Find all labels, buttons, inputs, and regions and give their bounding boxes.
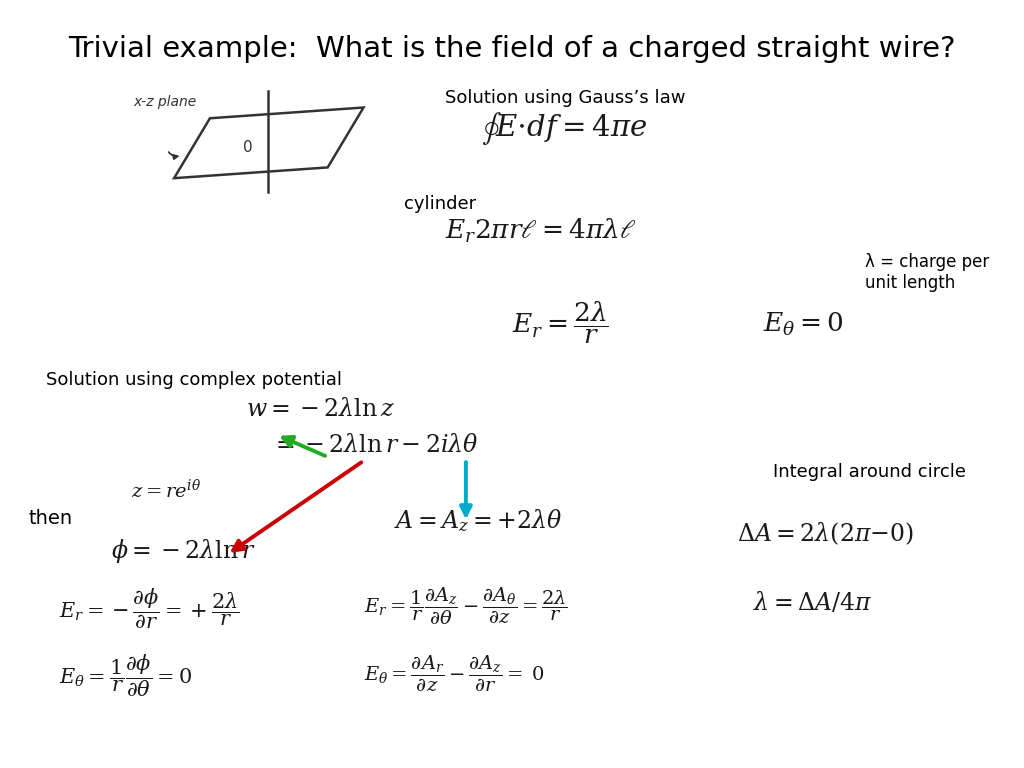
Text: $z = re^{i\theta}$: $z = re^{i\theta}$: [131, 478, 202, 502]
Text: $\phi = -2\lambda\ln r$: $\phi = -2\lambda\ln r$: [111, 537, 255, 564]
Text: cylinder: cylinder: [404, 194, 476, 213]
Text: λ = charge per
unit length: λ = charge per unit length: [865, 253, 989, 292]
Text: $E_\theta = \dfrac{\partial A_r}{\partial z} - \dfrac{\partial A_z}{\partial r} : $E_\theta = \dfrac{\partial A_r}{\partia…: [364, 654, 544, 694]
Text: $w = -2\lambda\ln z$: $w = -2\lambda\ln z$: [246, 396, 394, 421]
Text: Trivial example:  What is the field of a charged straight wire?: Trivial example: What is the field of a …: [69, 35, 955, 62]
Text: $E_r = -\dfrac{\partial\phi}{\partial r} = +\dfrac{2\lambda}{r}$: $E_r = -\dfrac{\partial\phi}{\partial r}…: [59, 586, 241, 631]
Text: 0: 0: [243, 140, 253, 155]
Text: $E_r 2\pi r\ell = 4\pi\lambda\ell$: $E_r 2\pi r\ell = 4\pi\lambda\ell$: [445, 217, 637, 244]
Text: $A = A_z = {+}2\lambda\theta$: $A = A_z = {+}2\lambda\theta$: [394, 507, 562, 535]
Text: Solution using complex potential: Solution using complex potential: [46, 371, 342, 389]
Text: $E_\theta = \dfrac{1}{r}\dfrac{\partial\phi}{\partial\theta} {=} 0$: $E_\theta = \dfrac{1}{r}\dfrac{\partial\…: [59, 653, 193, 699]
Text: Integral around circle: Integral around circle: [773, 463, 966, 482]
Text: $= -2\lambda\ln r - 2i\lambda\theta$: $= -2\lambda\ln r - 2i\lambda\theta$: [271, 433, 479, 458]
Text: $E_r{=}\dfrac{2\lambda}{r}$: $E_r{=}\dfrac{2\lambda}{r}$: [512, 300, 609, 346]
Text: Solution using Gauss’s law: Solution using Gauss’s law: [445, 89, 686, 108]
Text: x-z plane: x-z plane: [133, 95, 197, 109]
Text: $\Delta A = 2\lambda(2\pi{-}0)$: $\Delta A = 2\lambda(2\pi{-}0)$: [737, 521, 914, 547]
Text: then: then: [29, 509, 73, 528]
Text: $\lambda = \Delta A/4\pi$: $\lambda = \Delta A/4\pi$: [753, 591, 872, 615]
Text: $E_r = \dfrac{1}{r}\dfrac{\partial A_z}{\partial\theta} - \dfrac{\partial A_\the: $E_r = \dfrac{1}{r}\dfrac{\partial A_z}{…: [364, 586, 567, 627]
Text: $\oint E{\cdot}df = 4\pi e$: $\oint E{\cdot}df = 4\pi e$: [481, 110, 647, 147]
Text: $E_\theta{=}0$: $E_\theta{=}0$: [763, 310, 844, 338]
